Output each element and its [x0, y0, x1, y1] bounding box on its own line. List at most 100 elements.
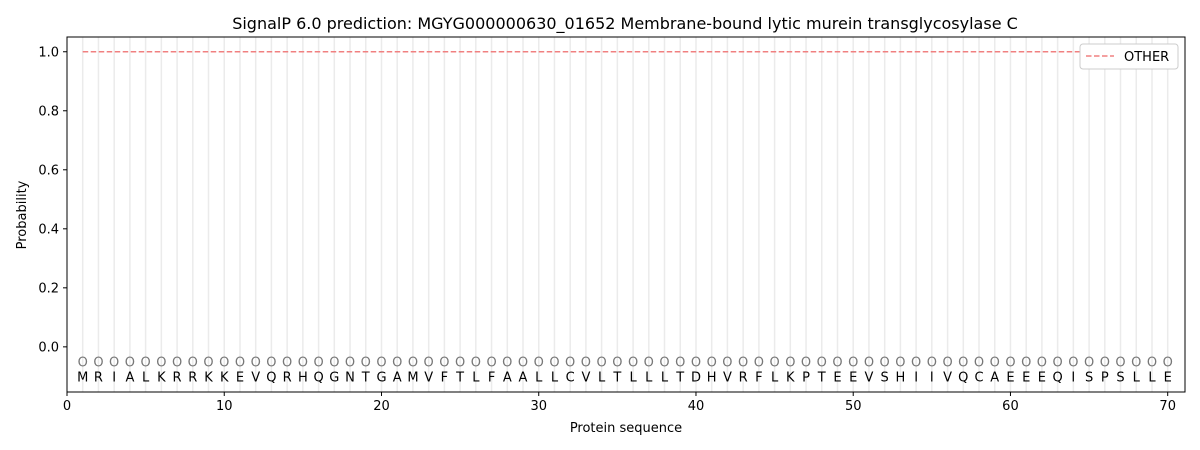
- residue-label: S: [1116, 370, 1124, 385]
- residue-label: C: [566, 370, 575, 385]
- residue-label: R: [173, 370, 182, 385]
- residue-label: L: [771, 370, 779, 385]
- chart-title: SignalP 6.0 prediction: MGYG000000630_01…: [232, 14, 1018, 34]
- residue-label: F: [441, 370, 448, 385]
- residue-marker: O: [1131, 356, 1141, 371]
- y-axis-label: Probability: [15, 180, 30, 249]
- residue-marker: O: [832, 356, 842, 371]
- residue-marker: O: [549, 356, 559, 371]
- residue-marker: O: [455, 356, 465, 371]
- x-tick-label: 70: [1159, 399, 1176, 414]
- residue-marker: O: [801, 356, 811, 371]
- residue-marker: O: [691, 356, 701, 371]
- residue-marker: O: [880, 356, 890, 371]
- residue-marker: O: [612, 356, 622, 371]
- residue-marker: O: [864, 356, 874, 371]
- residue-label: E: [1022, 370, 1030, 385]
- residue-marker: O: [848, 356, 858, 371]
- residue-label: V: [943, 370, 952, 385]
- residue-label: L: [598, 370, 606, 385]
- residue-label: A: [393, 370, 402, 385]
- residue-label: Q: [958, 370, 968, 385]
- y-tick-label: 1.0: [38, 45, 59, 60]
- legend-label-other: OTHER: [1124, 50, 1169, 65]
- residue-label: T: [612, 370, 621, 385]
- residue-label: A: [990, 370, 999, 385]
- residue-label: Q: [266, 370, 276, 385]
- x-tick-label: 0: [63, 399, 71, 414]
- residue-marker: O: [974, 356, 984, 371]
- residue-marker: O: [188, 356, 198, 371]
- residue-marker: O: [738, 356, 748, 371]
- residue-label: T: [817, 370, 826, 385]
- y-tick-label: 0.6: [38, 163, 59, 178]
- residue-label: I: [930, 370, 934, 385]
- residue-marker: O: [644, 356, 654, 371]
- residue-label: K: [204, 370, 213, 385]
- residue-label: V: [723, 370, 732, 385]
- residue-marker: O: [534, 356, 544, 371]
- residue-label: L: [142, 370, 150, 385]
- residue-label: V: [424, 370, 433, 385]
- residue-marker: O: [282, 356, 292, 371]
- residue-marker: O: [298, 356, 308, 371]
- residue-label: E: [833, 370, 841, 385]
- residue-marker: O: [141, 356, 151, 371]
- residue-label: A: [125, 370, 134, 385]
- residue-marker: O: [156, 356, 166, 371]
- residue-label: L: [551, 370, 559, 385]
- legend-box: [1079, 43, 1179, 70]
- residue-label: L: [629, 370, 637, 385]
- residue-label: V: [251, 370, 260, 385]
- residue-label: P: [1101, 370, 1109, 385]
- y-axis: 0.0 0.2 0.4 0.6 0.8 1.0: [38, 45, 67, 355]
- residue-marker: O: [659, 356, 669, 371]
- residue-marker: O: [911, 356, 921, 371]
- residue-label: R: [283, 370, 292, 385]
- residue-marker: O: [172, 356, 182, 371]
- residue-label: M: [77, 370, 88, 385]
- residue-marker: O: [93, 356, 103, 371]
- residue-marker: O: [628, 356, 638, 371]
- x-tick-label: 40: [688, 399, 705, 414]
- residue-marker: O: [235, 356, 245, 371]
- y-tick-label: 0.0: [38, 340, 59, 355]
- residue-marker: O: [990, 356, 1000, 371]
- residue-label: R: [739, 370, 748, 385]
- residue-label: F: [755, 370, 762, 385]
- residue-marker: O: [1163, 356, 1173, 371]
- residue-label: S: [881, 370, 889, 385]
- x-tick-label: 20: [373, 399, 390, 414]
- residue-label: H: [895, 370, 905, 385]
- residue-label: M: [407, 370, 418, 385]
- residue-marker: O: [707, 356, 717, 371]
- residue-marker: O: [722, 356, 732, 371]
- residue-label: R: [94, 370, 103, 385]
- residue-marker: O: [597, 356, 607, 371]
- residue-label: I: [112, 370, 116, 385]
- plot-frame: [66, 36, 1186, 393]
- residue-label: C: [974, 370, 983, 385]
- residue-marker: O: [958, 356, 968, 371]
- residue-label: V: [864, 370, 873, 385]
- residue-marker: O: [251, 356, 261, 371]
- residue-label: P: [802, 370, 810, 385]
- residue-marker: O: [439, 356, 449, 371]
- residue-marker: O: [313, 356, 323, 371]
- residue-marker: O: [78, 356, 88, 371]
- residue-label: A: [519, 370, 528, 385]
- residue-label: H: [298, 370, 308, 385]
- x-tick-label: 50: [845, 399, 862, 414]
- residue-marker: O: [1053, 356, 1063, 371]
- residue-marker: O: [502, 356, 512, 371]
- residue-label: D: [691, 370, 701, 385]
- residue-label: E: [849, 370, 857, 385]
- x-tick-label: 30: [530, 399, 547, 414]
- residue-marker: O: [345, 356, 355, 371]
- residue-label: A: [503, 370, 512, 385]
- residue-marker: O: [471, 356, 481, 371]
- residue-label: T: [455, 370, 464, 385]
- residue-label: E: [1164, 370, 1172, 385]
- x-axis: 0 10 20 30 40 50 60 70: [63, 392, 1176, 414]
